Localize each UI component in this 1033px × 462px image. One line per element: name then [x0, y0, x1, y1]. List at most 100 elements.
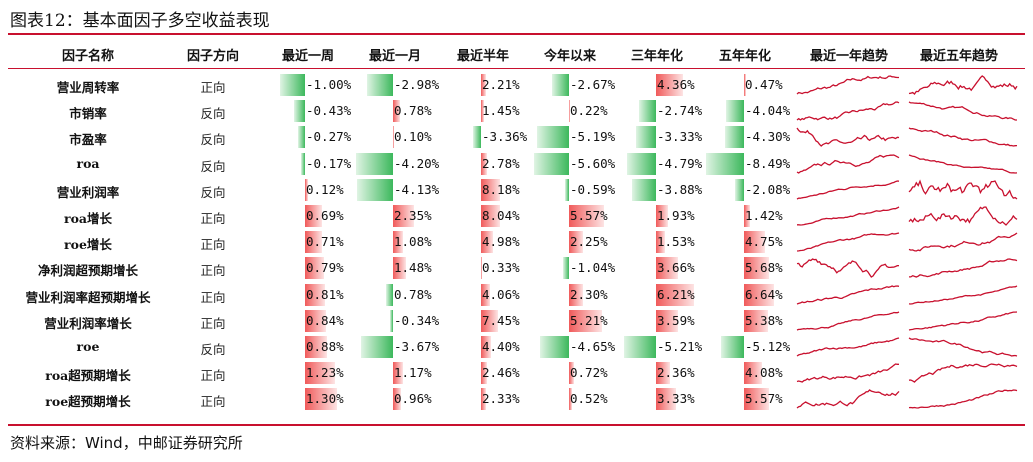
negative-bar: [565, 178, 569, 201]
trend-one-year-line: [796, 75, 899, 95]
trend-five-year-line: [908, 363, 1018, 384]
value-cell: [569, 282, 584, 308]
factor-direction: 正向: [200, 263, 226, 279]
trend-one-year: [796, 337, 900, 357]
value-cell: [656, 386, 677, 412]
positive-bar: [481, 152, 488, 175]
value-cell: [481, 282, 491, 308]
value-label: 2.36%: [657, 365, 695, 381]
value-cell: [481, 255, 482, 281]
negative-bar: [539, 336, 569, 358]
positive-bar: [744, 205, 751, 227]
value-cell: [305, 177, 308, 203]
factor-name: roa超预期增长: [45, 368, 131, 384]
column-header-7: 五年年化: [718, 49, 772, 64]
column-header-5: 今年以来: [543, 49, 597, 64]
value-label: 0.84%: [306, 312, 344, 328]
negative-bar: [360, 336, 393, 358]
factor-name: 净利润超预期增长: [37, 263, 139, 279]
top-rule: [8, 33, 1025, 35]
positive-bar: [305, 178, 308, 201]
trend-one-year: [796, 180, 900, 200]
trend-five-year: [908, 179, 1018, 200]
value-label: 0.71%: [306, 234, 344, 250]
value-label: 8.18%: [482, 181, 520, 197]
column-header-4: 最近半年: [456, 49, 510, 64]
positive-bar: [305, 231, 323, 254]
value-label: -0.59%: [570, 181, 616, 197]
trend-five-year-line: [908, 206, 1018, 226]
negative-bar: [721, 336, 744, 358]
value-cell: [366, 72, 393, 98]
value-label: 1.23%: [306, 365, 344, 381]
value-label: 7.45%: [482, 312, 520, 328]
value-cell: [473, 124, 481, 150]
trend-five-year-line: [908, 101, 1017, 121]
value-label: -0.43%: [306, 103, 352, 119]
value-label: -4.79%: [657, 155, 703, 171]
value-label: -4.04%: [745, 103, 791, 119]
positive-bar: [393, 257, 407, 280]
trend-five-year: [908, 232, 1018, 252]
trend-one-year-line: [796, 258, 900, 279]
value-label: 5.21%: [570, 312, 608, 328]
value-label: 5.68%: [745, 260, 783, 276]
value-label: 0.10%: [394, 129, 432, 145]
positive-bar: [481, 309, 499, 332]
value-cell: [744, 229, 766, 255]
factor-name: 营业利润率: [56, 184, 120, 200]
value-label: 4.98%: [482, 234, 520, 250]
value-cell: [481, 229, 493, 255]
trend-five-year-line: [909, 258, 1018, 279]
trend-one-year: [796, 389, 900, 409]
trend-five-year-line: [908, 127, 1018, 148]
trend-one-year-line: [796, 128, 900, 148]
positive-bar: [393, 231, 403, 254]
negative-bar: [725, 100, 744, 123]
value-cell: [632, 177, 656, 203]
value-label: 3.33%: [657, 391, 695, 407]
value-label: -1.04%: [570, 260, 616, 276]
trend-one-year: [796, 101, 900, 121]
value-cell: [481, 334, 492, 360]
value-cell: [305, 229, 323, 255]
factor-name: roe超预期增长: [45, 394, 131, 410]
value-label: -0.27%: [306, 129, 352, 145]
value-cell: [300, 151, 305, 177]
value-label: 4.08%: [745, 365, 783, 381]
value-label: 1.53%: [657, 234, 695, 250]
value-cell: [534, 151, 569, 177]
value-cell: [298, 124, 305, 150]
value-label: -8.49%: [745, 155, 791, 171]
value-cell: [744, 282, 774, 308]
value-cell: [635, 124, 656, 150]
value-label: -5.21%: [657, 339, 703, 354]
trend-five-year: [908, 284, 1018, 305]
positive-bar: [656, 231, 666, 254]
factor-name: 营业周转率: [56, 80, 120, 95]
positive-bar: [393, 126, 394, 149]
value-label: -3.67%: [394, 339, 440, 354]
value-label: -5.60%: [570, 155, 616, 171]
factor-name: 营业利润率超预期增长: [25, 289, 151, 305]
value-label: 2.30%: [570, 286, 608, 302]
trend-one-year-line: [796, 363, 899, 383]
value-label: 1.17%: [394, 365, 432, 381]
value-cell: [569, 98, 571, 124]
value-cell: [562, 255, 569, 281]
factor-direction: 反向: [200, 132, 226, 148]
value-label: 2.33%: [482, 391, 520, 407]
column-header-8: 最近一年趋势: [809, 49, 889, 64]
value-cell: [393, 360, 404, 386]
positive-bar: [481, 205, 500, 227]
value-label: 0.81%: [306, 286, 344, 302]
value-cell: [294, 98, 305, 124]
column-header-6: 三年年化: [630, 49, 684, 64]
positive-bar: [744, 283, 774, 306]
value-cell: [305, 255, 325, 281]
value-cell: [569, 203, 604, 229]
negative-bar: [300, 152, 305, 175]
value-cell: [356, 177, 393, 203]
value-cell: [481, 360, 487, 386]
value-cell: [569, 229, 584, 255]
